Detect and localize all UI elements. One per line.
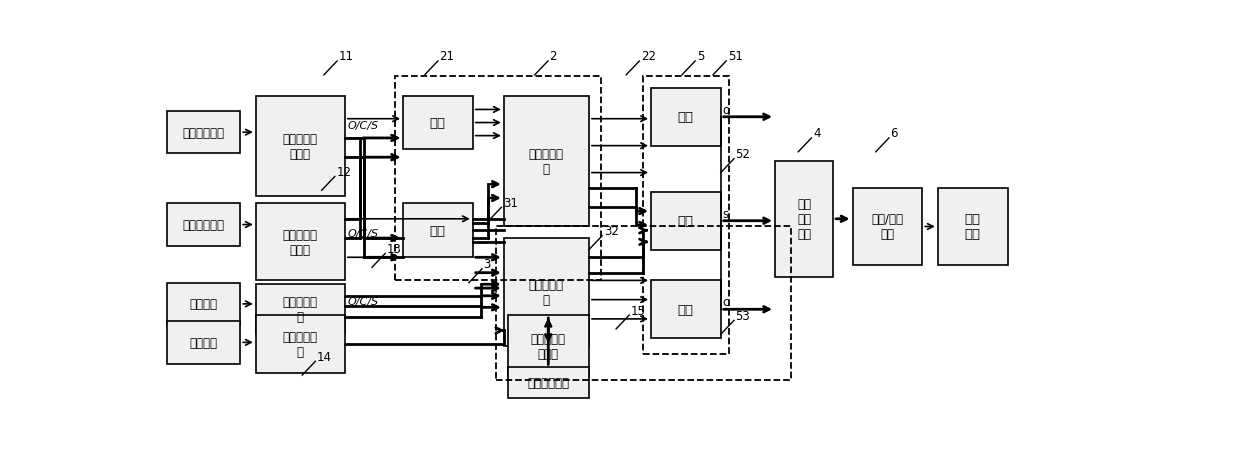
Text: 优选逻辑单
元: 优选逻辑单 元 (529, 278, 564, 306)
Text: 12: 12 (336, 166, 351, 179)
Text: 52: 52 (735, 148, 750, 161)
Bar (644, 77, 729, 354)
Bar (503, 239, 589, 346)
Text: 与门: 与门 (430, 224, 446, 237)
Text: 22: 22 (641, 51, 656, 63)
Text: 闭锁指令接
口: 闭锁指令接 口 (283, 330, 317, 358)
Text: 控制指令接
口: 控制指令接 口 (283, 295, 317, 323)
Text: 32: 32 (604, 225, 619, 238)
Text: 控制指令: 控制指令 (190, 298, 217, 311)
Text: 闭锁指令: 闭锁指令 (190, 336, 217, 349)
Text: 或门: 或门 (678, 111, 694, 124)
Text: 就地操作指令: 就地操作指令 (527, 377, 569, 389)
Bar (403, 204, 472, 258)
Text: O/C/S: O/C/S (347, 228, 378, 238)
Text: O/C/S: O/C/S (347, 120, 378, 130)
Text: 或门: 或门 (678, 215, 694, 228)
Bar (507, 368, 589, 398)
Text: 21: 21 (439, 51, 454, 63)
Bar (166, 283, 241, 325)
Text: 输入/输出
接口: 输入/输出 接口 (872, 213, 904, 241)
Bar (651, 281, 720, 338)
Text: 11: 11 (339, 51, 353, 63)
Text: 2: 2 (549, 51, 557, 63)
Bar (166, 322, 241, 364)
Text: 13: 13 (387, 243, 402, 255)
Text: 6: 6 (890, 127, 898, 140)
Bar (503, 97, 589, 227)
Text: 31: 31 (503, 196, 518, 209)
Text: 与门: 与门 (430, 117, 446, 130)
Text: 5: 5 (697, 51, 704, 63)
Bar (396, 77, 600, 281)
Text: 3: 3 (484, 258, 491, 271)
Bar (937, 189, 1007, 265)
Text: 15: 15 (631, 304, 646, 317)
Bar (507, 315, 589, 377)
Bar (255, 204, 345, 281)
Text: c: c (722, 296, 729, 309)
Bar (496, 227, 791, 381)
Text: 执行
机构: 执行 机构 (965, 213, 981, 241)
Text: 优选逻辑单
元: 优选逻辑单 元 (529, 148, 564, 175)
Text: 第一保护指
令接口: 第一保护指 令接口 (283, 132, 317, 160)
Bar (255, 285, 345, 335)
Bar (255, 97, 345, 196)
Text: 第一保护指令: 第一保护指令 (182, 126, 224, 139)
Bar (166, 112, 241, 154)
Text: s: s (722, 207, 728, 221)
Text: 53: 53 (735, 309, 750, 322)
Text: 51: 51 (728, 51, 743, 63)
Text: 第二保护指
令接口: 第二保护指 令接口 (283, 228, 317, 256)
Text: 驱动
逻辑
单元: 驱动 逻辑 单元 (797, 198, 811, 241)
Bar (651, 89, 720, 146)
Text: 第二保护指令: 第二保护指令 (182, 219, 224, 231)
Text: 或门: 或门 (678, 303, 694, 316)
Bar (166, 204, 241, 246)
Text: O/C/S: O/C/S (347, 296, 378, 307)
Text: 4: 4 (813, 127, 821, 140)
Text: 就地操作指
令接口: 就地操作指 令接口 (531, 332, 565, 360)
Bar (651, 193, 720, 250)
Bar (775, 161, 833, 277)
Bar (255, 315, 345, 373)
Text: 14: 14 (317, 350, 332, 363)
Bar (403, 97, 472, 150)
Bar (853, 189, 923, 265)
Text: o: o (722, 104, 729, 117)
